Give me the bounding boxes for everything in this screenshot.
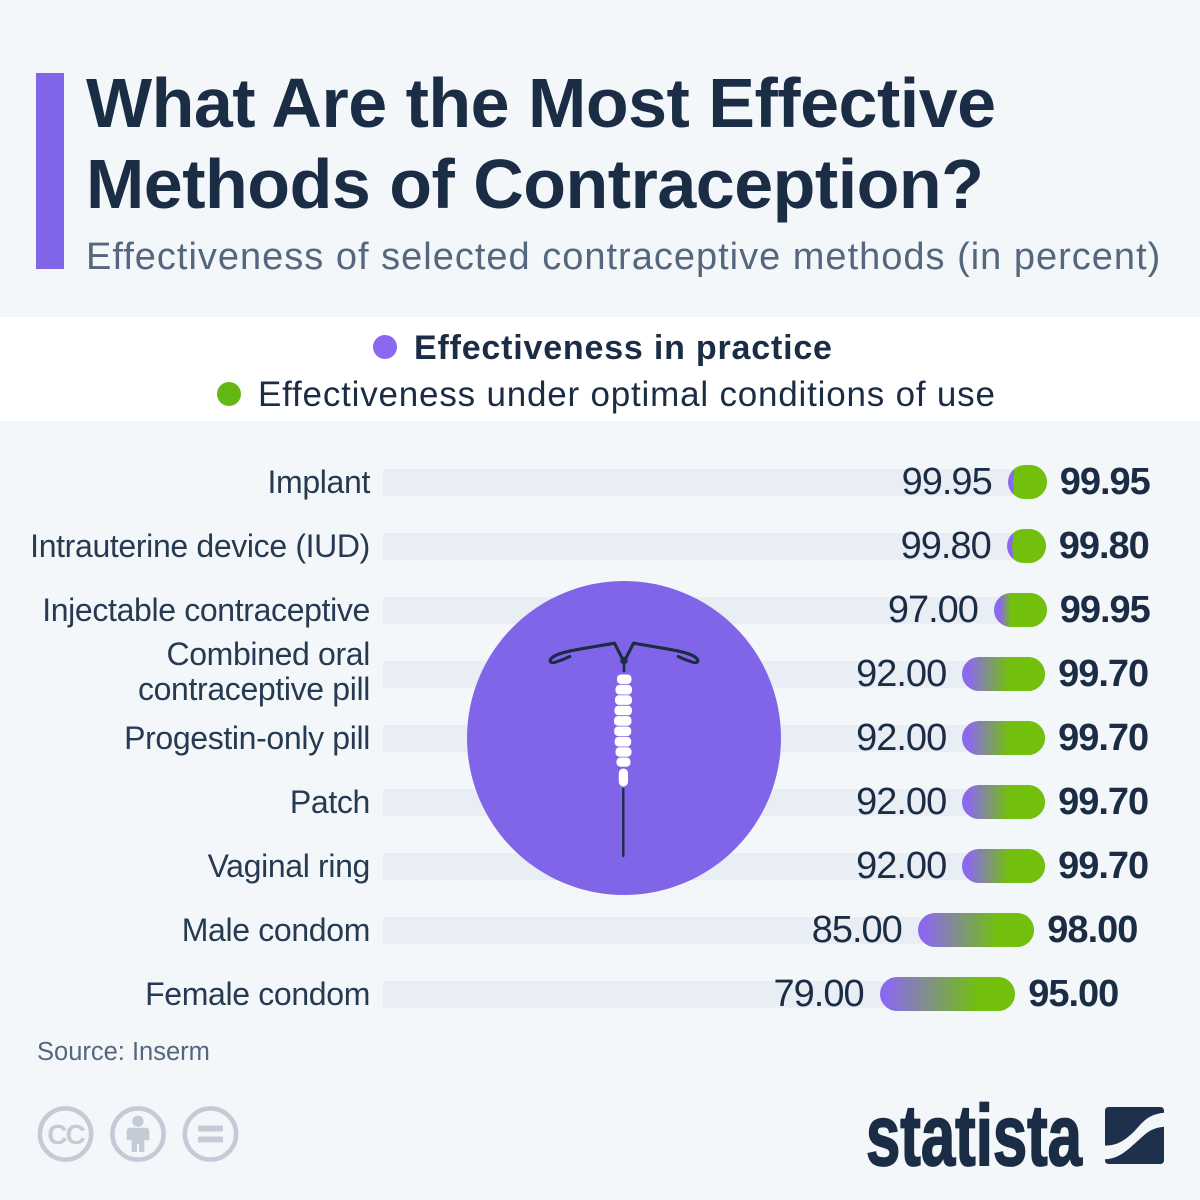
svg-text:statista: statista <box>866 1090 1083 1180</box>
svg-text:CC: CC <box>47 1119 85 1150</box>
